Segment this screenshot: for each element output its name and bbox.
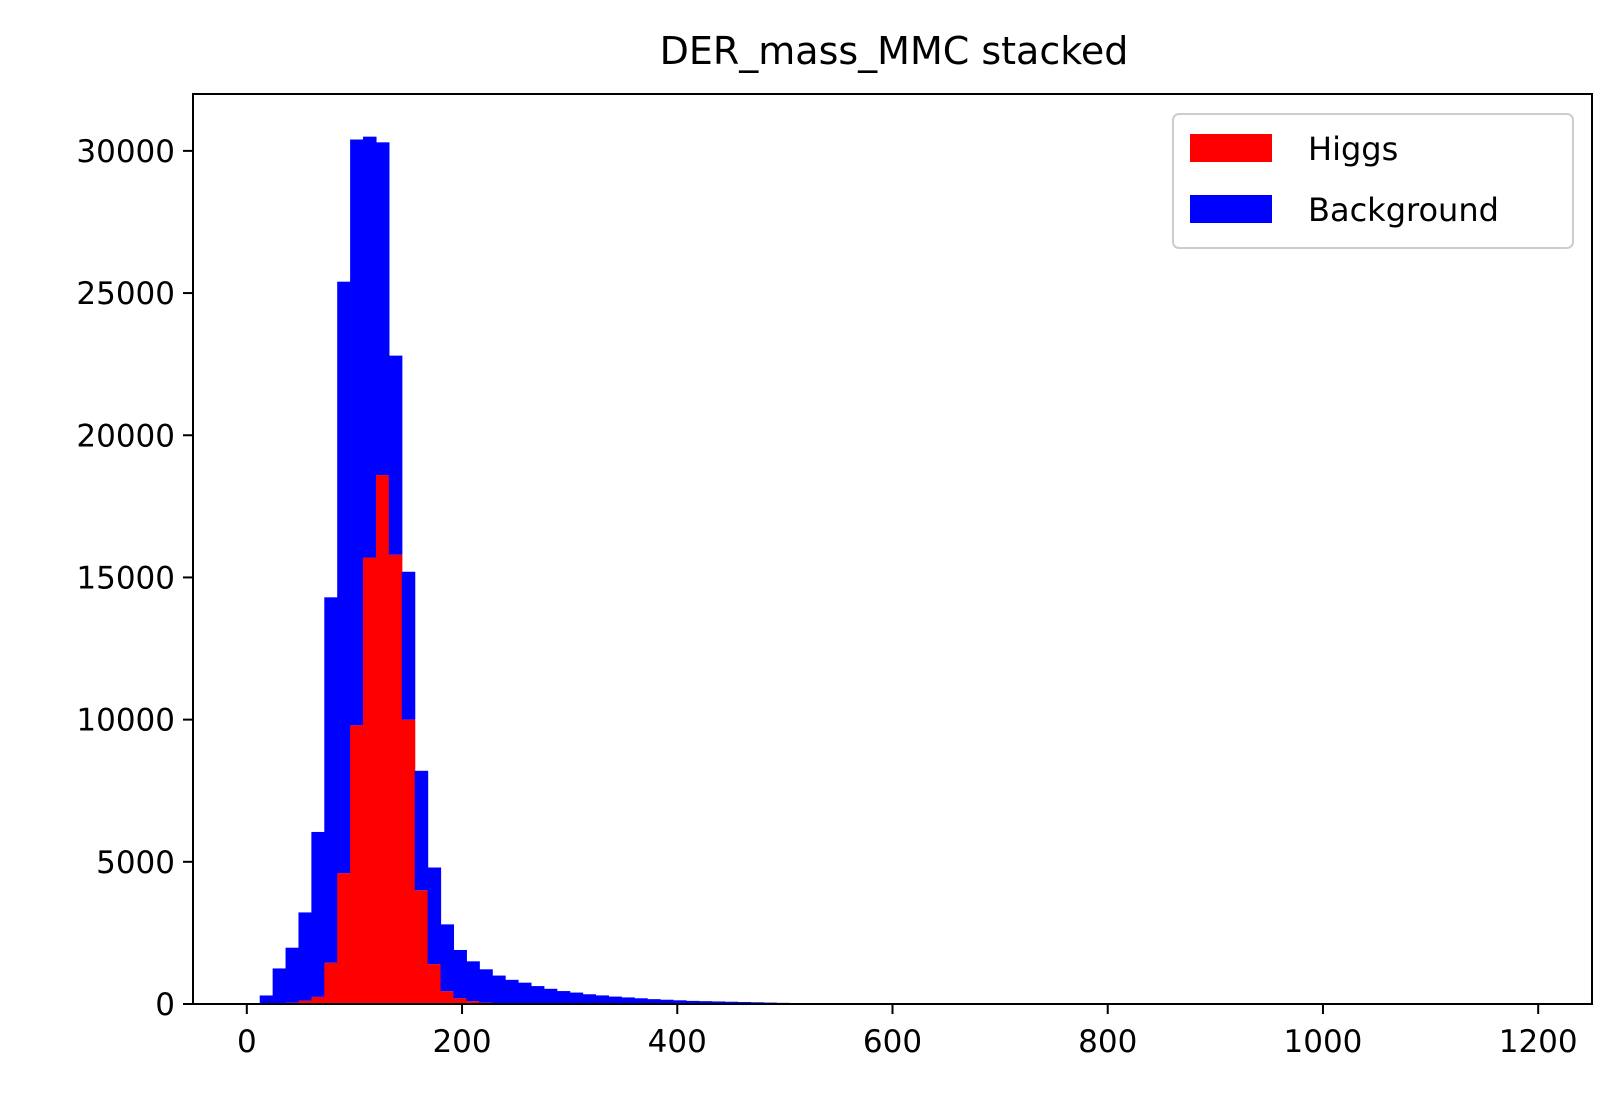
bar-background-16 bbox=[466, 961, 480, 1001]
bar-background-2 bbox=[286, 948, 300, 1003]
legend: Higgs Background bbox=[1173, 114, 1573, 248]
bar-background-4 bbox=[311, 832, 325, 997]
bar-higgs-5 bbox=[324, 963, 338, 1004]
x-tick-label: 600 bbox=[863, 1024, 922, 1060]
bar-background-19 bbox=[505, 980, 519, 1004]
bar-higgs-13 bbox=[428, 964, 442, 1004]
bar-background-5 bbox=[324, 597, 338, 962]
bar-higgs-8 bbox=[363, 558, 377, 1004]
bar-background-18 bbox=[492, 976, 506, 1004]
bar-background-26 bbox=[595, 995, 609, 1004]
bar-background-13 bbox=[428, 868, 442, 965]
bar-background-11 bbox=[402, 572, 416, 720]
y-tick-label: 20000 bbox=[76, 418, 175, 454]
bar-background-0 bbox=[260, 995, 274, 1003]
legend-label-background: Background bbox=[1308, 191, 1499, 229]
chart-title: DER_mass_MMC stacked bbox=[660, 29, 1129, 73]
bar-background-14 bbox=[441, 924, 455, 991]
bar-higgs-6 bbox=[337, 873, 351, 1004]
x-tick-label: 800 bbox=[1078, 1024, 1137, 1060]
bar-background-15 bbox=[453, 950, 467, 998]
bar-background-23 bbox=[557, 991, 571, 1004]
bar-background-10 bbox=[389, 356, 403, 555]
x-tick-label: 400 bbox=[648, 1024, 707, 1060]
bar-background-24 bbox=[570, 993, 584, 1004]
bar-background-9 bbox=[376, 142, 390, 475]
bar-higgs-12 bbox=[415, 890, 429, 1004]
y-axis: 0 5000 10000 15000 20000 25000 30000 bbox=[76, 134, 193, 1023]
x-axis: 0 200 400 600 800 1000 1200 bbox=[237, 1004, 1578, 1060]
x-tick-label: 1000 bbox=[1284, 1024, 1363, 1060]
bar-higgs-14 bbox=[441, 991, 455, 1004]
bar-background-6 bbox=[337, 282, 351, 874]
bar-background-17 bbox=[479, 969, 493, 1002]
bars-layer bbox=[260, 137, 816, 1004]
bar-higgs-4 bbox=[311, 997, 325, 1004]
bar-background-12 bbox=[415, 771, 429, 890]
bar-background-1 bbox=[273, 968, 287, 1003]
bar-background-22 bbox=[544, 989, 558, 1004]
x-tick-label: 1200 bbox=[1499, 1024, 1578, 1060]
bar-higgs-11 bbox=[402, 720, 416, 1004]
y-tick-label: 5000 bbox=[96, 845, 175, 881]
x-tick-label: 0 bbox=[237, 1024, 257, 1060]
bar-background-7 bbox=[350, 140, 364, 726]
y-tick-label: 30000 bbox=[76, 134, 175, 170]
legend-swatch-background bbox=[1190, 195, 1272, 223]
x-tick-label: 200 bbox=[432, 1024, 491, 1060]
bar-higgs-7 bbox=[350, 725, 364, 1004]
bar-background-3 bbox=[298, 912, 312, 1000]
legend-label-higgs: Higgs bbox=[1308, 130, 1398, 168]
bar-background-21 bbox=[531, 986, 545, 1004]
legend-swatch-higgs bbox=[1190, 134, 1272, 162]
bar-higgs-9 bbox=[376, 475, 390, 1004]
bar-higgs-10 bbox=[389, 555, 403, 1004]
bar-background-25 bbox=[583, 994, 597, 1004]
bar-background-28 bbox=[621, 997, 635, 1004]
y-tick-label: 15000 bbox=[76, 560, 175, 596]
y-tick-label: 0 bbox=[155, 987, 175, 1023]
bar-background-27 bbox=[608, 997, 622, 1004]
y-tick-label: 25000 bbox=[76, 276, 175, 312]
bar-background-8 bbox=[363, 137, 377, 558]
y-tick-label: 10000 bbox=[76, 703, 175, 739]
bar-background-20 bbox=[518, 983, 532, 1004]
